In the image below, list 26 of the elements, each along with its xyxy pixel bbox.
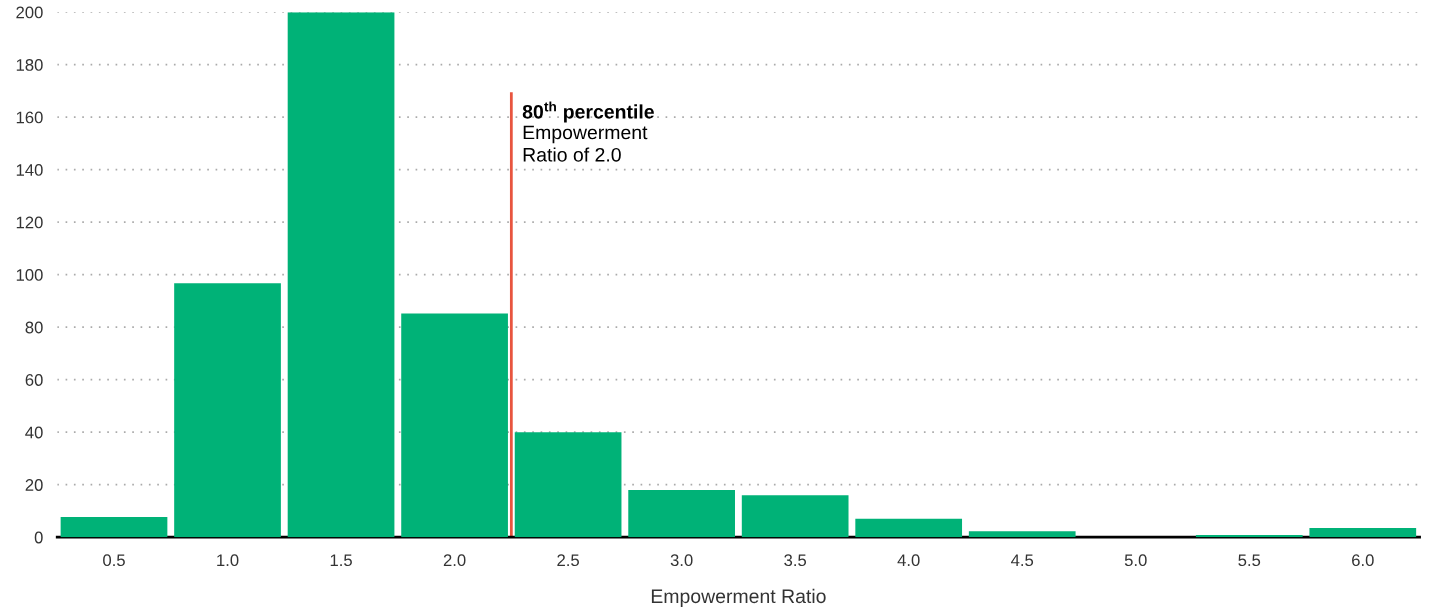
x-tick-label: 5.0 [1124, 554, 1147, 567]
x-tick-label: 3.5 [784, 554, 807, 567]
x-tick-label: 2.0 [443, 554, 466, 567]
x-axis-title: Empowerment Ratio [651, 588, 826, 607]
y-tick-label: 160 [16, 111, 43, 124]
annotation: Empowerment Ratio of 2.0 [523, 125, 648, 162]
y-tick-label: 180 [16, 59, 43, 71]
y-tick-label: 200 [16, 6, 43, 19]
y-tick-label: 20 [25, 479, 43, 491]
ref-line-label: 80$^{th}$ percentile [522, 101, 654, 123]
x-tick-label: 3.0 [670, 554, 693, 567]
x-tick-label: 4.5 [1011, 554, 1034, 567]
y-tick-label: 60 [25, 374, 43, 386]
x-tick-label: 4.0 [897, 554, 920, 567]
x-tick-label: 5.5 [1238, 554, 1261, 567]
x-tick-label: 1.0 [217, 554, 239, 567]
y-tick-label: 100 [16, 269, 43, 281]
y-tick-label: 120 [16, 216, 43, 229]
x-tick-label: 0.5 [103, 554, 125, 567]
x-tick-label: 1.5 [330, 554, 352, 567]
x-tick-label: 6.0 [1352, 554, 1374, 567]
x-tick-label: 2.5 [557, 554, 579, 567]
y-tick-label: 0 [34, 531, 43, 544]
y-tick-label: 80 [25, 321, 43, 334]
y-tick-label: 140 [16, 164, 43, 176]
y-tick-label: 40 [25, 426, 43, 439]
